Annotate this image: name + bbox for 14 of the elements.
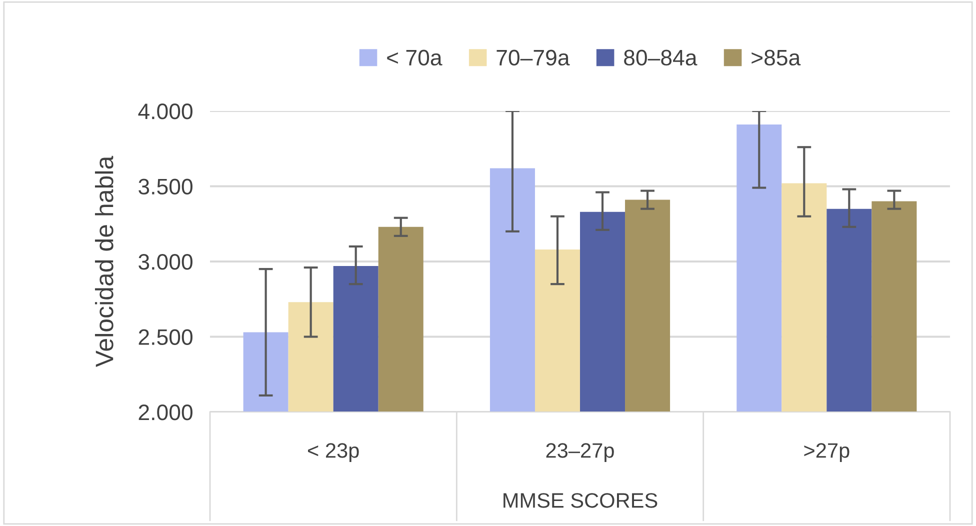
y-tick-label: 4.000 (138, 104, 192, 120)
legend-label: 80–84a (624, 50, 698, 66)
y-tick-label: 3.000 (138, 254, 192, 270)
x-tick-label: >27p (804, 443, 850, 462)
y-tick-label: 3.500 (138, 178, 192, 195)
x-tick-label: < 23p (308, 443, 359, 462)
legend-label: >85a (752, 50, 801, 66)
x-tick-label: 23–27p (546, 443, 614, 462)
x-axis-title: MMSE SCORES (504, 493, 658, 508)
y-tick-label: 2.500 (138, 329, 192, 346)
y-tick-label: 2.000 (138, 404, 192, 420)
legend-label: < 70a (387, 50, 442, 66)
y-axis-title: Velocidad de habla (94, 156, 114, 368)
legend-label: 70–79a (496, 50, 570, 66)
